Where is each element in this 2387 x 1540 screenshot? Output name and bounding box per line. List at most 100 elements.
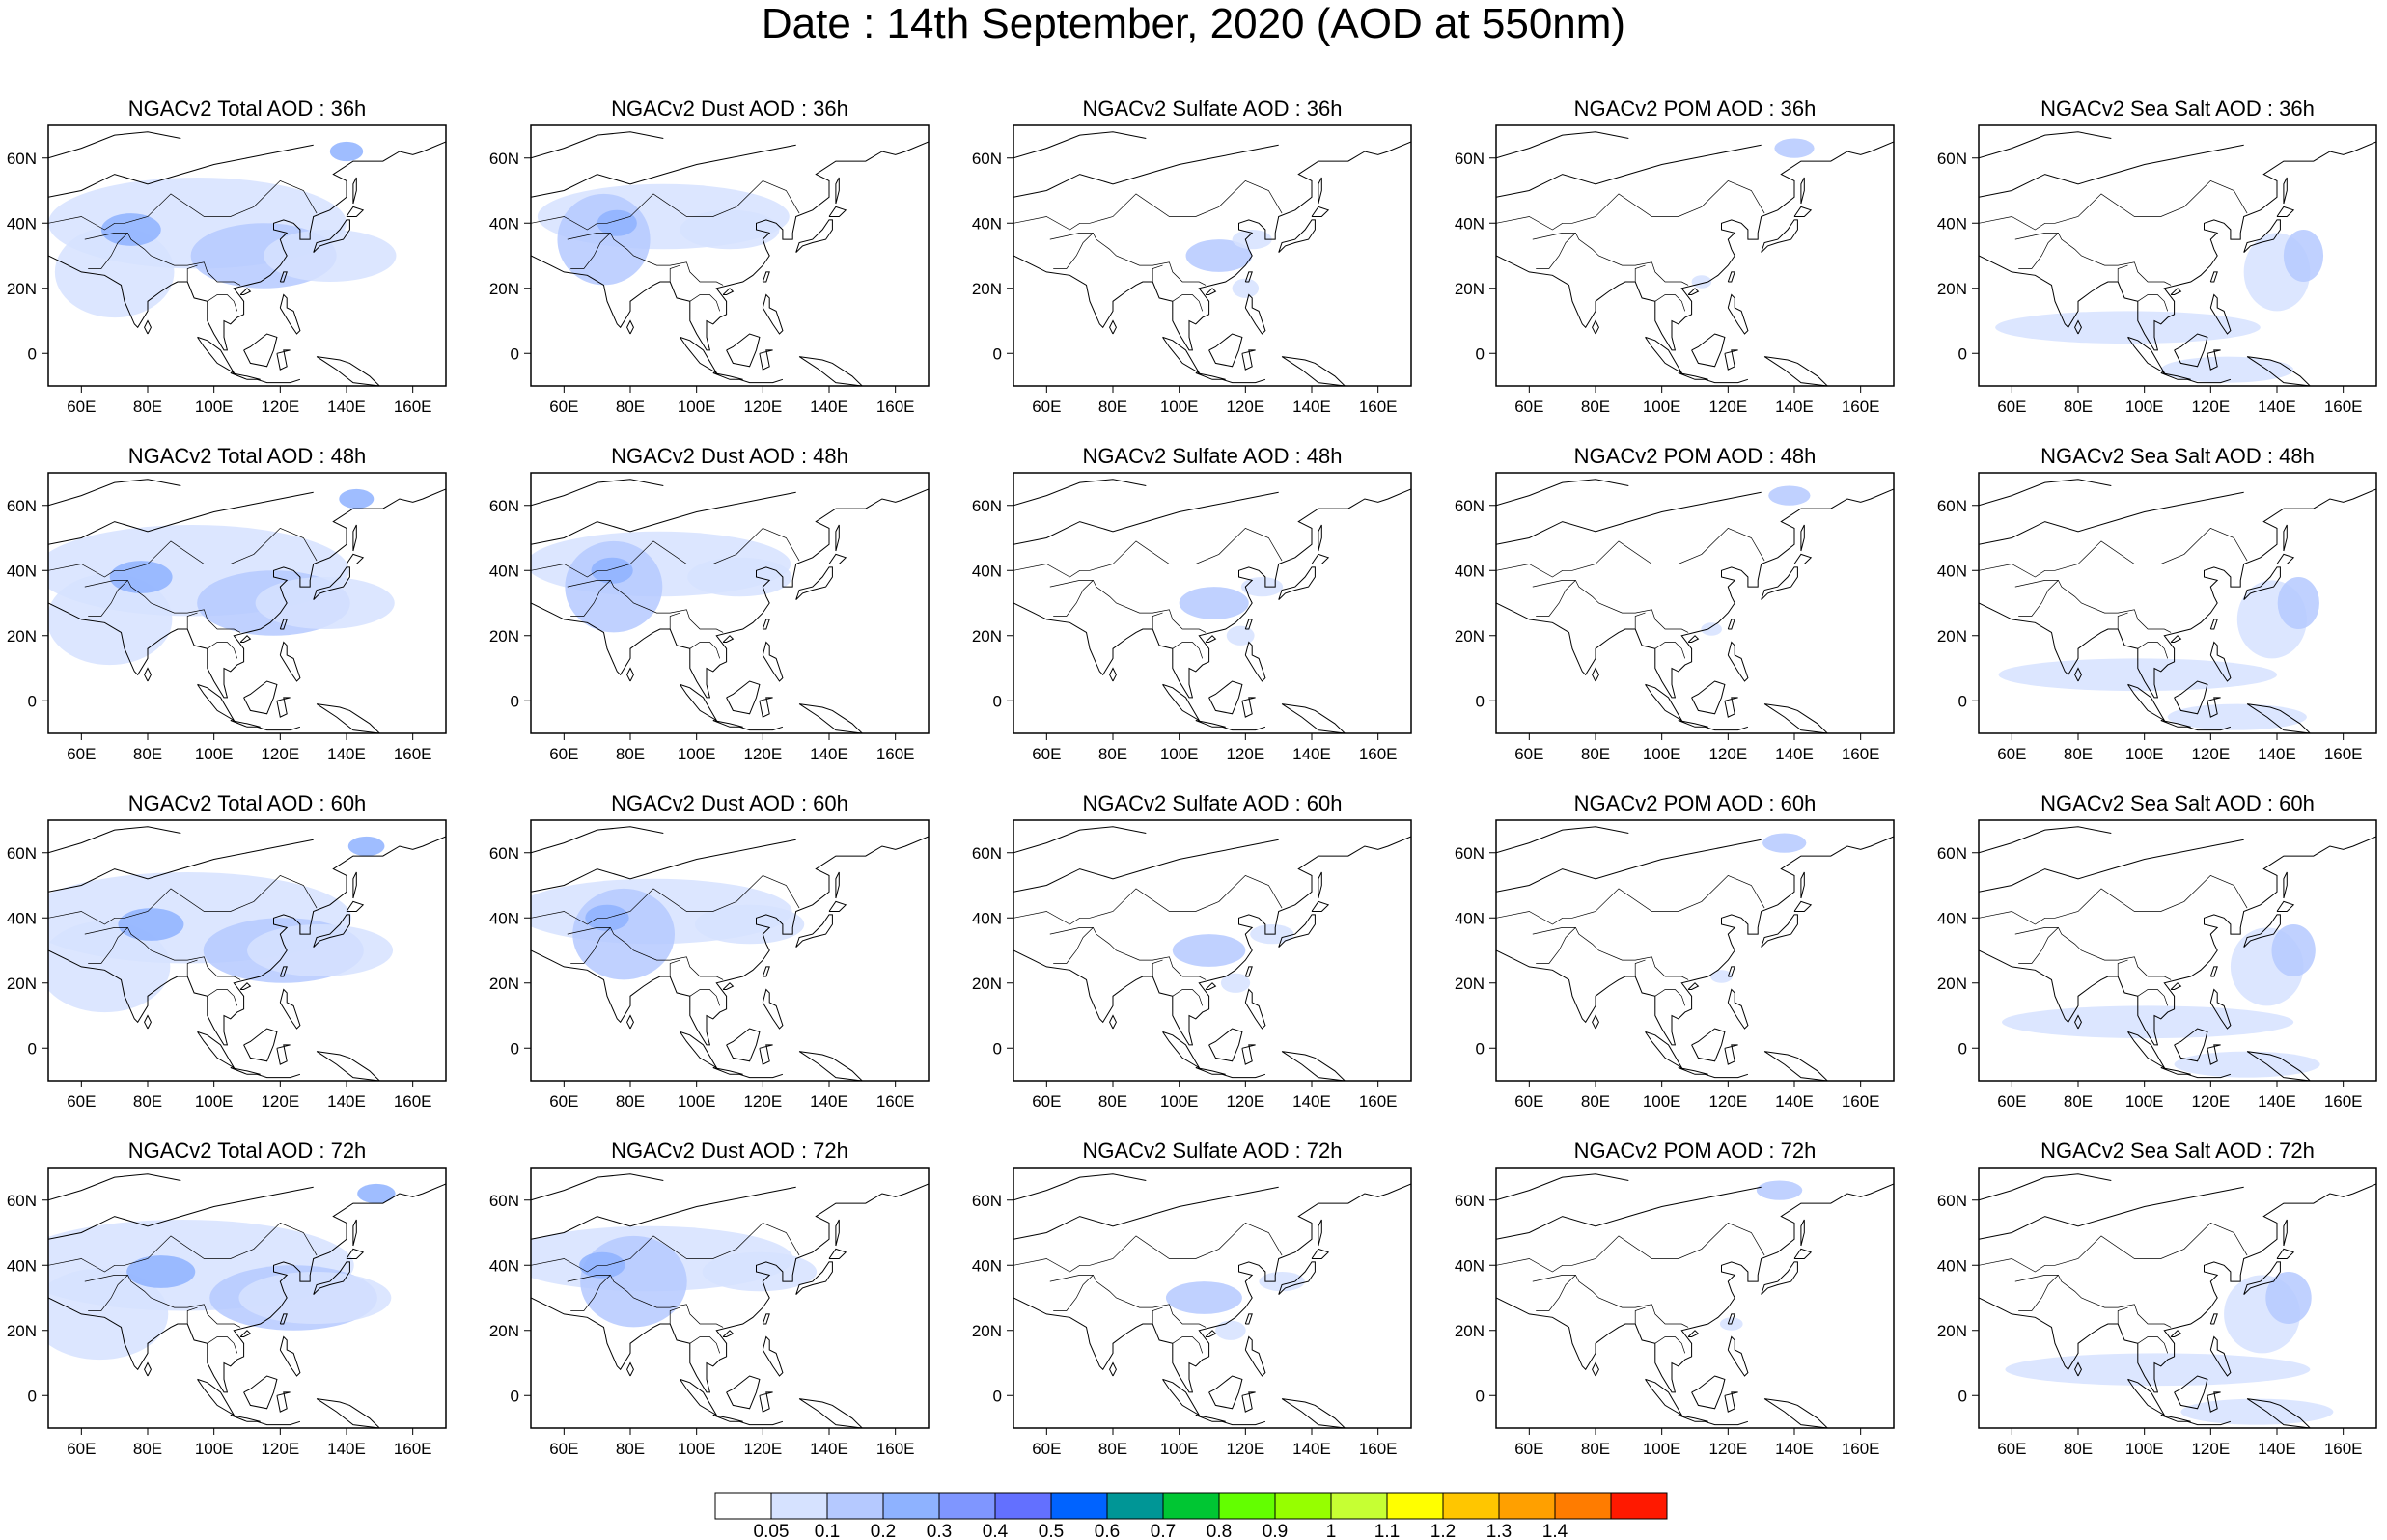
country-border [207,989,238,1006]
country-border [2018,1275,2059,1311]
aod-plume [347,836,385,857]
lon-tick-label: 120E [1226,1440,1264,1458]
aod-plume [1172,934,1246,967]
coastline [279,966,288,977]
lat-tick-label: 0 [1958,692,1967,710]
coastline [1645,336,1683,374]
coastline [1496,1186,1762,1240]
coastline [2174,1375,2208,1410]
coastline [835,177,840,205]
panel-title: NGACv2 Dust AOD : 48h [611,444,848,468]
coastline [313,914,350,948]
panel-title: NGACv2 Total AOD : 60h [128,791,367,815]
lat-tick-label: 20N [489,280,519,298]
map-frame [1978,124,2377,387]
coastline [2074,1014,2082,1030]
country-border [669,612,680,629]
coastline [48,1173,181,1201]
country-border [606,179,800,224]
map-frame [1495,819,1895,1082]
lon-tick-label: 160E [1842,1440,1880,1458]
coastline [1208,1375,1243,1410]
lon-tick-label: 120E [743,1092,782,1111]
coastline [726,680,761,715]
country-border [1536,580,1576,617]
lon-tick-label: 100E [1643,745,1681,763]
coastline [828,553,847,564]
country-border [1571,179,1765,224]
coastline [2127,1031,2166,1069]
coastline [1763,1398,1829,1428]
colorbar-swatch [770,1492,828,1520]
country-border [531,564,607,578]
lon-tick-label: 100E [1643,398,1681,416]
coastline [762,293,784,335]
coastline [1496,1183,1894,1393]
aod-plume [687,557,792,597]
lon-tick-label: 60E [1997,745,2026,763]
coastline [531,1173,664,1201]
coastline [279,1335,301,1377]
coastline [1278,566,1316,600]
coastline [1311,1248,1330,1259]
coastline [2276,206,2295,217]
map-frame [530,124,930,387]
lat-tick-label: 20N [489,1322,519,1340]
country-border [1152,264,1163,282]
coastline [2209,988,2232,1030]
country-border [1152,959,1163,976]
coastline [352,524,357,552]
coastline [279,988,301,1030]
country-border [124,874,318,919]
country-border [606,874,800,919]
coastline [48,488,446,699]
lon-tick-label: 140E [1292,398,1331,416]
coastline [1496,488,1894,699]
coastline [313,566,350,600]
lon-tick-label: 160E [394,745,432,763]
coastline [1013,1183,1411,1393]
coastline [739,1073,784,1079]
lon-tick-label: 80E [2064,1440,2093,1458]
coastline [835,1219,840,1247]
lon-tick-label: 80E [133,1440,162,1458]
country-border [1013,911,1090,925]
coastline [1645,1378,1683,1416]
colorbar-swatch [1218,1492,1276,1520]
country-border [207,642,238,659]
country-border [2137,642,2169,659]
country-border [2117,264,2128,282]
country-border [88,233,128,269]
coastline [1162,1378,1201,1416]
aod-field [1013,125,1411,386]
coastline [795,219,833,253]
country-border [1049,927,1207,980]
panel-title: NGACv2 Sea Salt AOD : 72h [2040,1139,2315,1163]
lon-tick-label: 140E [810,1092,848,1111]
coastline [1727,641,1749,682]
country-border [88,580,128,617]
aod-plume [2160,356,2294,383]
lon-tick-label: 80E [616,398,645,416]
lat-tick-label: 0 [511,1387,519,1405]
coastline [1013,144,1279,198]
lon-tick-label: 80E [1581,745,1610,763]
colorbar-swatch [1050,1492,1108,1520]
map-frame [1978,1167,2377,1429]
coastline [313,219,350,253]
lon-tick-label: 120E [261,398,299,416]
lon-tick-label: 60E [1032,1440,1061,1458]
aod-plume [2005,1353,2311,1387]
lon-tick-label: 140E [327,398,366,416]
country-border [48,1258,125,1273]
coastline [1208,680,1243,715]
aod-field [531,473,929,733]
coastline [197,1031,236,1069]
coastline [1318,1219,1322,1247]
coastline [1205,288,1217,295]
map-panel-seasalt-1: NGACv2 Sea Salt AOD : 48h 60E 80E 100E 120E 1… [1937,444,2377,763]
panel-title: NGACv2 Dust AOD : 36h [611,96,848,121]
coastline [795,1261,833,1295]
country-border [1053,580,1094,617]
aod-plume [48,921,171,1013]
